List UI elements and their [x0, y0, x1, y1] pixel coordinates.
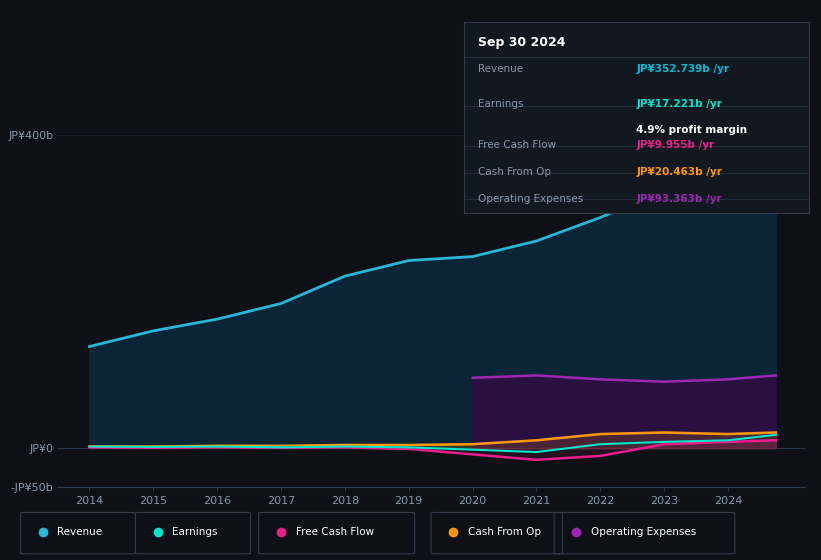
Text: Earnings: Earnings — [478, 99, 523, 109]
Text: Free Cash Flow: Free Cash Flow — [478, 141, 556, 151]
Text: Earnings: Earnings — [172, 527, 218, 537]
Text: JP¥93.363b /yr: JP¥93.363b /yr — [636, 194, 722, 204]
Text: 4.9% profit margin: 4.9% profit margin — [636, 125, 747, 135]
Text: Revenue: Revenue — [478, 64, 523, 74]
Text: Revenue: Revenue — [57, 527, 103, 537]
Text: JP¥9.955b /yr: JP¥9.955b /yr — [636, 141, 714, 151]
Text: Sep 30 2024: Sep 30 2024 — [478, 36, 565, 49]
Text: Free Cash Flow: Free Cash Flow — [296, 527, 374, 537]
Text: JP¥352.739b /yr: JP¥352.739b /yr — [636, 64, 729, 74]
Text: JP¥17.221b /yr: JP¥17.221b /yr — [636, 99, 722, 109]
Text: Operating Expenses: Operating Expenses — [591, 527, 696, 537]
Text: JP¥20.463b /yr: JP¥20.463b /yr — [636, 167, 722, 177]
Text: Operating Expenses: Operating Expenses — [478, 194, 583, 204]
Text: Cash From Op: Cash From Op — [478, 167, 551, 177]
Text: Cash From Op: Cash From Op — [468, 527, 541, 537]
